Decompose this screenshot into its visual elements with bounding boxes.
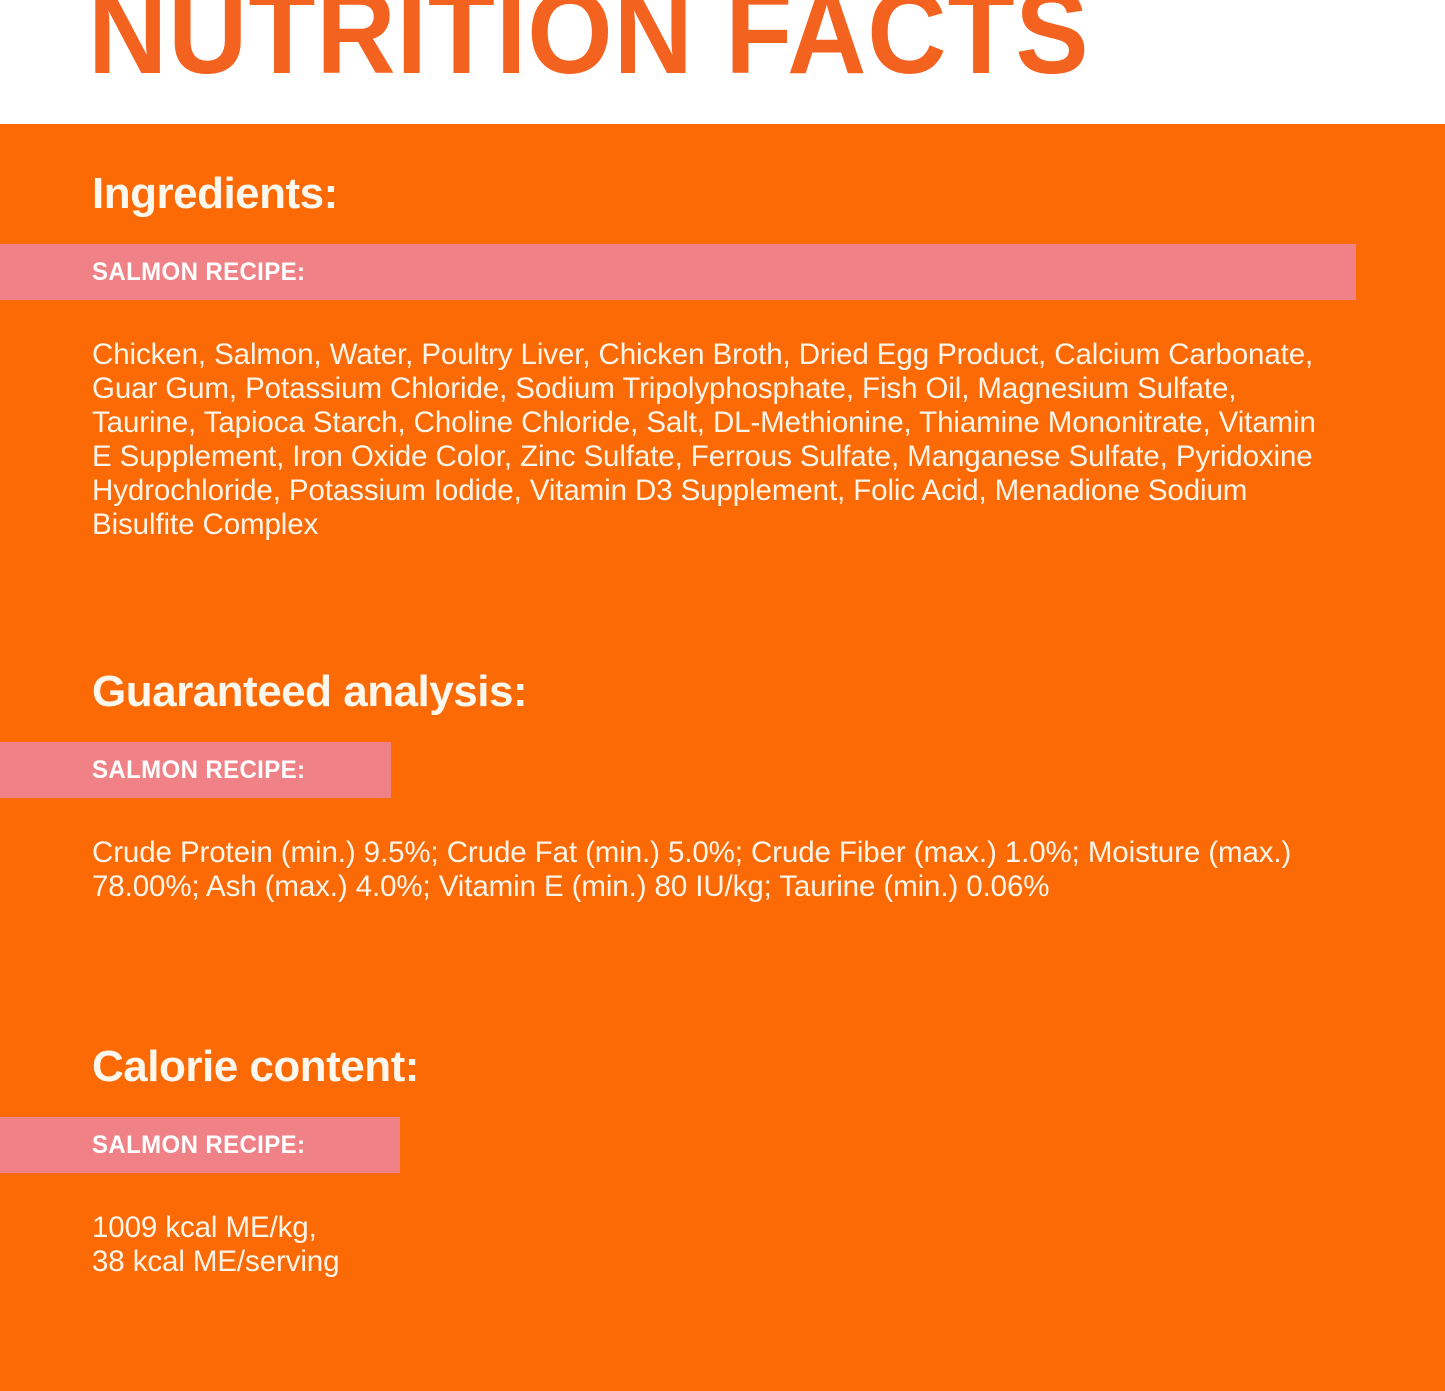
recipe-bar-guaranteed-analysis: SALMON RECIPE:	[0, 742, 391, 798]
section-heading-ingredients: Ingredients:	[92, 169, 338, 218]
recipe-bar-ingredients: SALMON RECIPE:	[0, 244, 1356, 300]
recipe-label-guaranteed-analysis: SALMON RECIPE:	[92, 756, 306, 784]
header-band: NUTRITION FACTS	[0, 0, 1445, 124]
recipe-label-ingredients: SALMON RECIPE:	[92, 258, 306, 286]
guaranteed-analysis-text: Crude Protein (min.) 9.5%; Crude Fat (mi…	[92, 836, 1292, 903]
section-calorie-content: Calorie content: SALMON RECIPE: 1009 kca…	[0, 1041, 1445, 1279]
calorie-content-text: 1009 kcal ME/kg, 38 kcal ME/serving	[92, 1211, 340, 1278]
recipe-label-calorie-content: SALMON RECIPE:	[92, 1131, 306, 1159]
section-heading-calorie-content: Calorie content:	[92, 1042, 419, 1091]
section-guaranteed-analysis: Guaranteed analysis: SALMON RECIPE: Crud…	[0, 666, 1445, 904]
section-ingredients: Ingredients: SALMON RECIPE: Chicken, Sal…	[0, 168, 1445, 542]
recipe-bar-calorie-content: SALMON RECIPE:	[0, 1117, 400, 1173]
page-title: NUTRITION FACTS	[88, 0, 1090, 99]
section-heading-guaranteed-analysis: Guaranteed analysis:	[92, 667, 528, 716]
ingredients-text: Chicken, Salmon, Water, Poultry Liver, C…	[92, 338, 1316, 541]
content-area: Ingredients: SALMON RECIPE: Chicken, Sal…	[0, 124, 1445, 1391]
